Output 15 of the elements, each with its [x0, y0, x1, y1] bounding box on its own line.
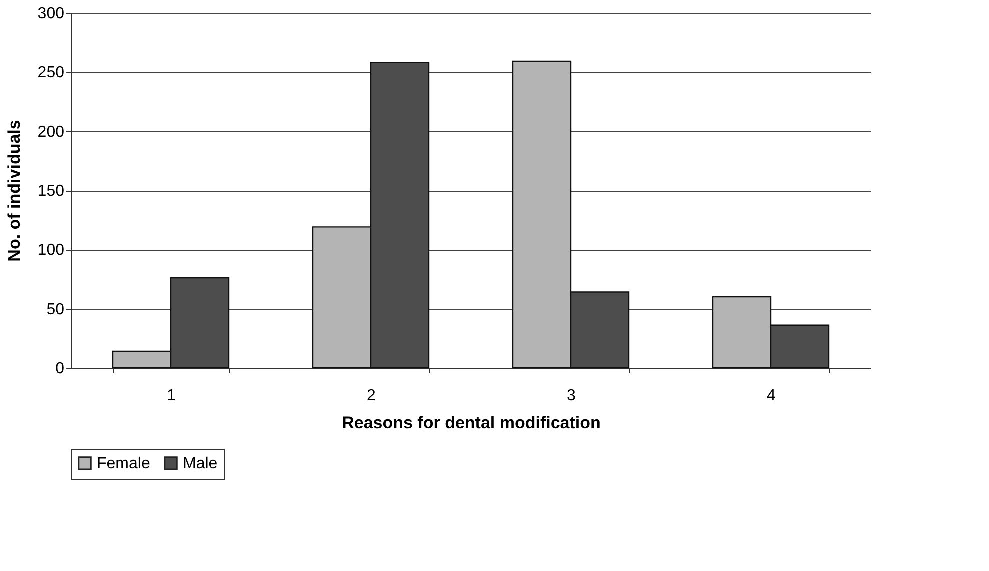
legend-label: Female — [97, 455, 150, 472]
x-tick-label: 4 — [767, 388, 776, 404]
x-tick-label: 3 — [567, 388, 576, 404]
x-tick-label: 1 — [167, 388, 176, 404]
legend-label: Male — [183, 455, 218, 472]
y-tick-label: 100 — [38, 242, 65, 260]
y-tick-label: 300 — [38, 6, 65, 22]
y-axis-title: No. of individuals — [4, 120, 24, 262]
y-tick-label: 200 — [38, 124, 65, 141]
x-axis-title: Reasons for dental modification — [342, 414, 601, 432]
y-tick-label: 150 — [38, 183, 65, 200]
x-tick-label: 2 — [367, 388, 376, 404]
y-tick-label: 50 — [46, 301, 65, 318]
y-tick-label: 250 — [38, 64, 65, 82]
y-tick-label: 0 — [56, 360, 65, 378]
